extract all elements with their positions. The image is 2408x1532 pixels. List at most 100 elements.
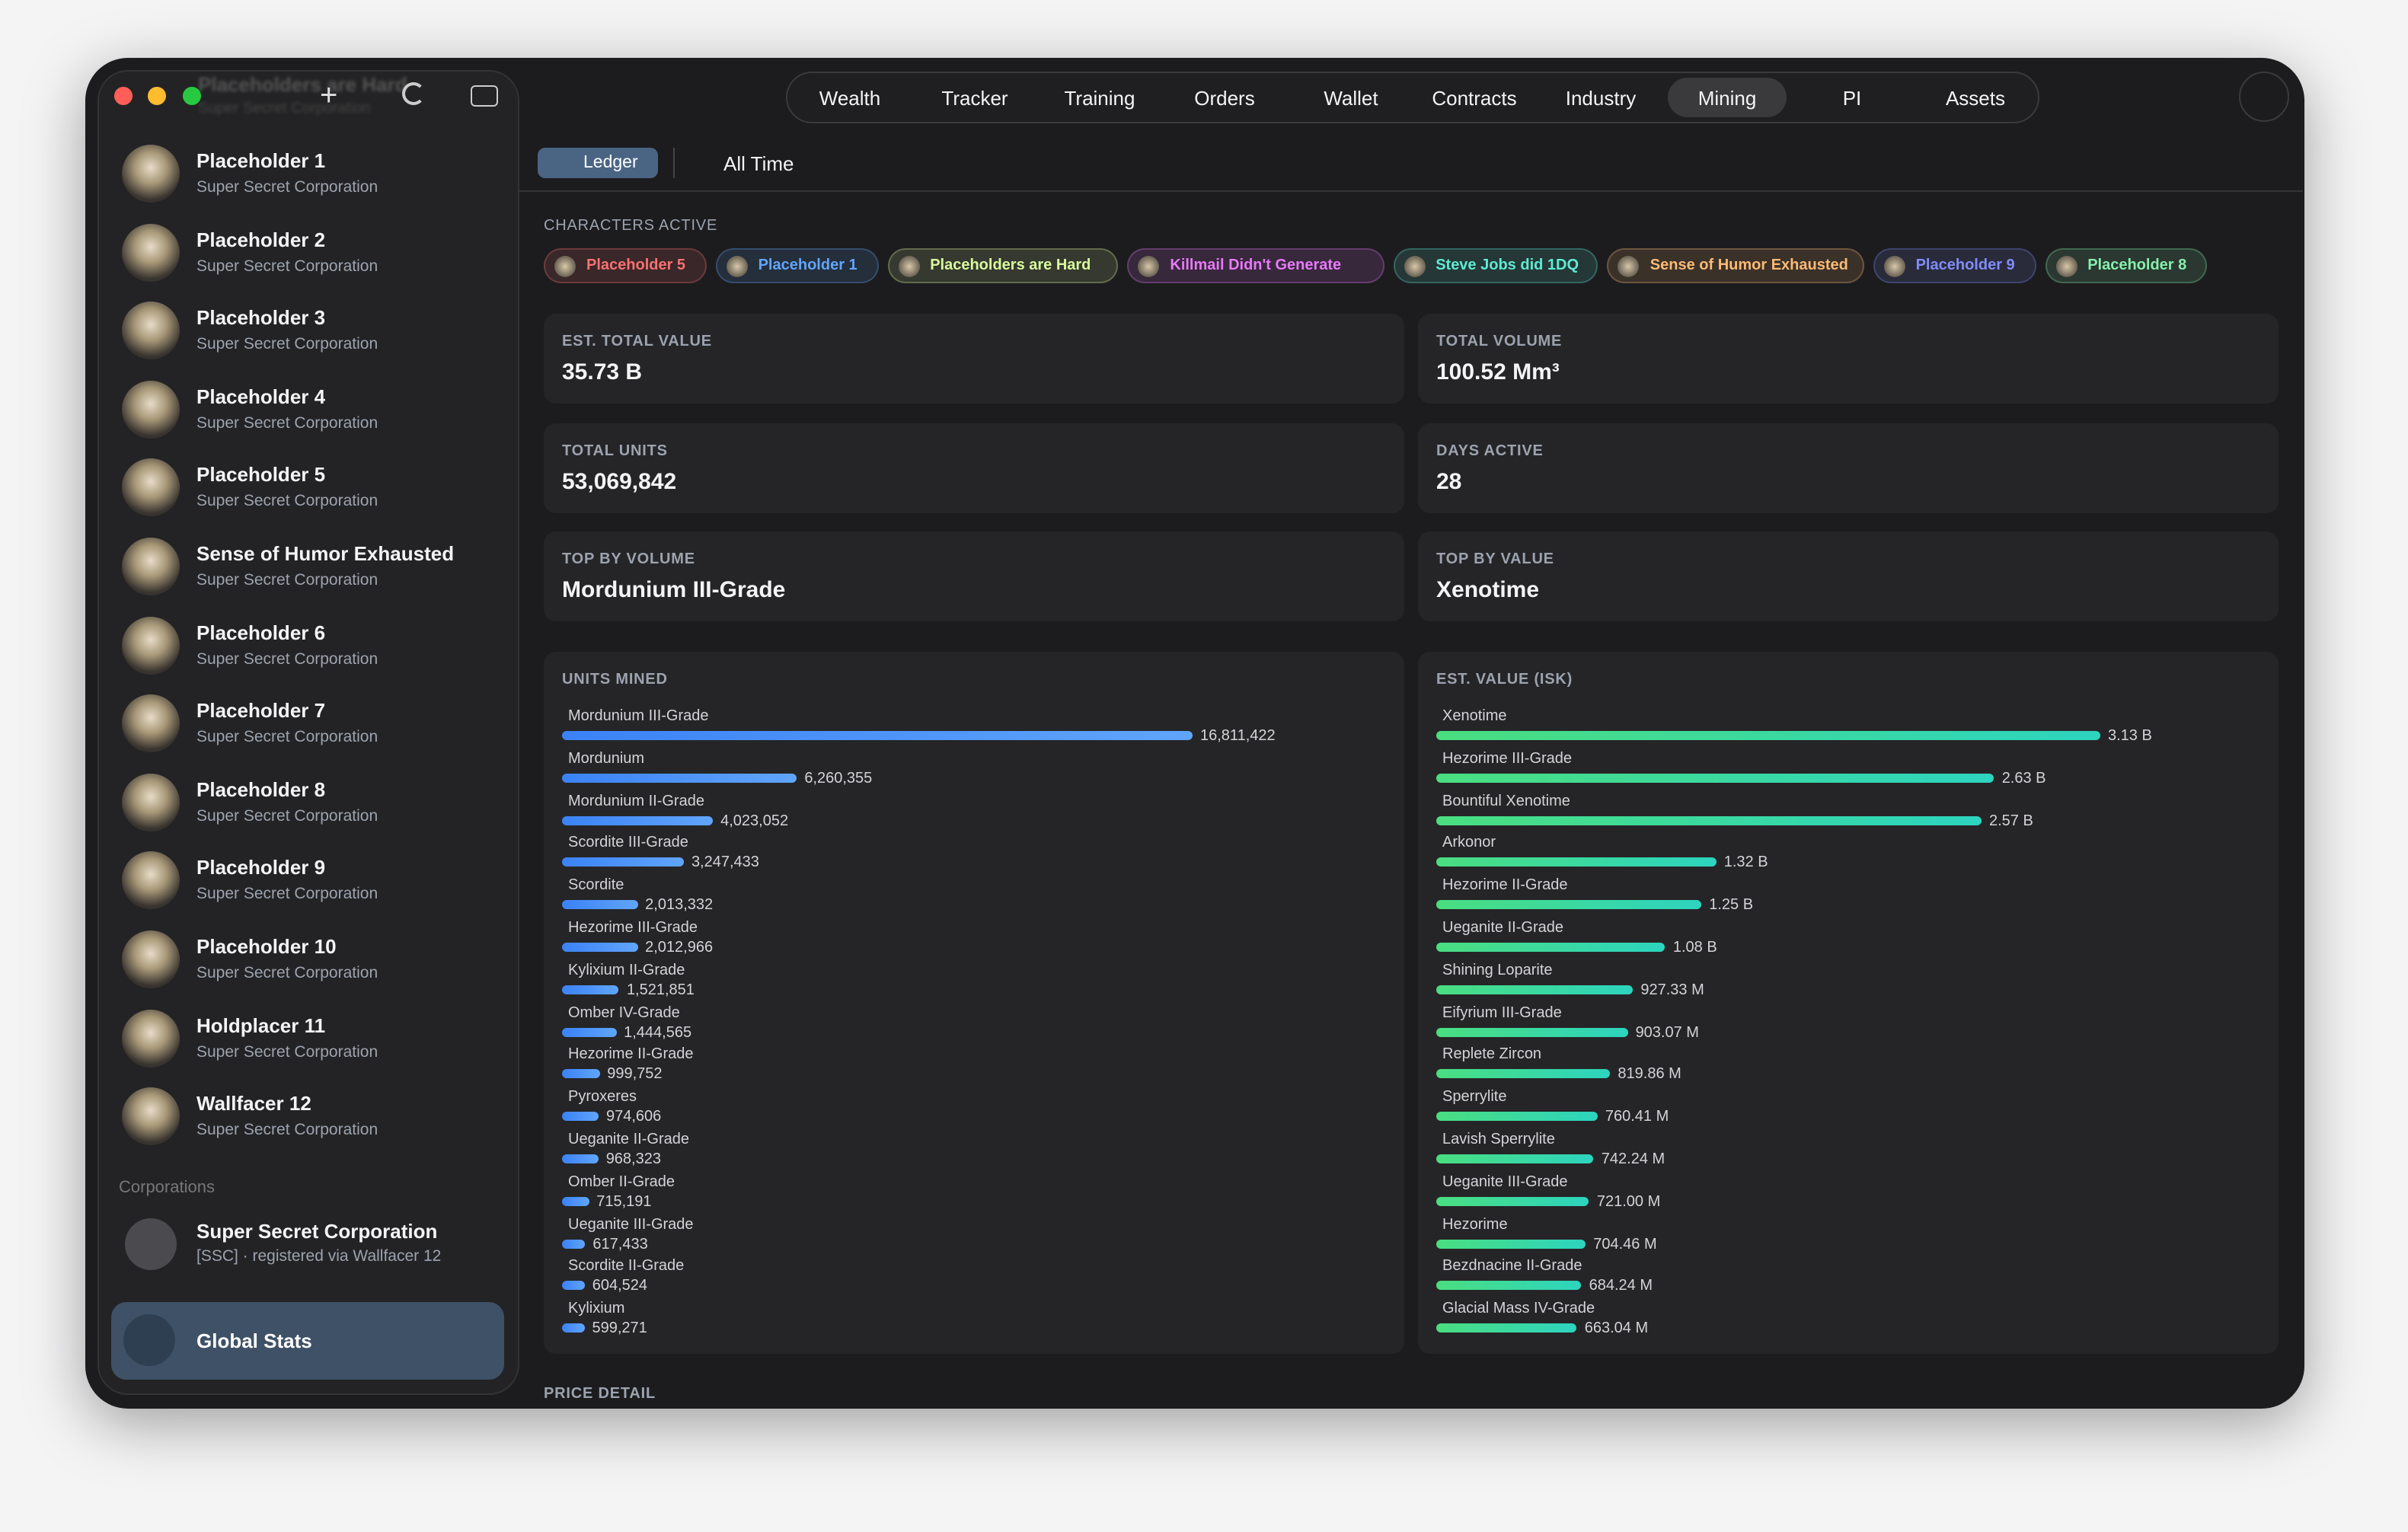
character-chip[interactable]: Placeholder 5 [544, 248, 707, 283]
bar [1436, 1323, 1577, 1333]
character-name[interactable]: Sense of Humor Exhausted [196, 542, 455, 565]
avatar [122, 223, 180, 282]
avatar [122, 302, 180, 360]
bar [1436, 1112, 1598, 1122]
bar-label: Hezorime III-Grade [568, 920, 698, 937]
nav-tab-label: Contracts [1432, 87, 1517, 110]
nav-tab[interactable]: Mining [1668, 78, 1787, 117]
character-name[interactable]: Placeholder 2 [196, 228, 326, 251]
corporations-heading: Corporations [119, 1179, 215, 1197]
stat-label: TOP BY VALUE [1436, 551, 1554, 568]
bar [1436, 1069, 1611, 1079]
bar [562, 943, 638, 952]
chart-title: UNITS MINED [562, 672, 668, 688]
stat-card: TOTAL VOLUME 100.52 Mm³ [1418, 314, 2279, 404]
character-chip[interactable]: Placeholder 1 [715, 248, 879, 283]
character-name[interactable]: Placeholder 9 [196, 856, 326, 879]
range-label[interactable]: All Time [723, 152, 794, 175]
nav-tab[interactable]: Orders [1165, 78, 1284, 117]
character-name[interactable]: Placeholder 10 [196, 935, 337, 958]
bar-label: Hezorime II-Grade [568, 1046, 694, 1064]
nav-tab[interactable]: Industry [1541, 78, 1660, 117]
bar-label: Arkonor [1442, 835, 1496, 852]
nav-tab[interactable]: PI [1793, 78, 1911, 117]
ledger-button[interactable]: Ledger [538, 148, 658, 178]
character-name[interactable]: Placeholder 4 [196, 385, 326, 408]
traffic-light[interactable] [183, 87, 201, 105]
bar-value: 721.00 M [1596, 1193, 1661, 1211]
stat-value: 100.52 Mm³ [1436, 359, 1560, 385]
traffic-light[interactable] [148, 87, 166, 105]
bar-value: 999,752 [607, 1066, 663, 1084]
character-name[interactable]: Wallfacer 12 [196, 1092, 311, 1115]
nav-tab[interactable]: Tracker [915, 78, 1034, 117]
nav-tab-label: Industry [1565, 87, 1637, 110]
bar-label: Scordite II-Grade [568, 1258, 685, 1275]
character-chip[interactable]: Steve Jobs did 1DQ [1393, 248, 1598, 283]
bar-value: 3,247,433 [691, 854, 759, 872]
bar-label: Pyroxeres [568, 1089, 637, 1106]
chip-avatar [898, 256, 920, 277]
nav-tab-label: Wealth [819, 87, 881, 110]
character-chip[interactable]: Placeholder 8 [2045, 248, 2208, 283]
nav-tab-label: Training [1064, 87, 1135, 110]
bar-label: Ueganite III-Grade [568, 1216, 694, 1234]
sidebar-toggle[interactable] [471, 85, 498, 107]
character-name[interactable]: Placeholder 1 [196, 149, 326, 172]
character-chip[interactable]: Sense of Humor Exhausted [1607, 248, 1864, 283]
bar-value: 1,521,851 [626, 981, 695, 999]
bar-label: Omber II-Grade [568, 1173, 675, 1191]
chart-panel: UNITS MINED Mordunium III-Grade 16,811,422… [544, 652, 1404, 1354]
stat-card: DAYS ACTIVE 28 [1418, 423, 2279, 513]
bar-label: Mordunium [568, 750, 645, 768]
toolbar-divider [673, 148, 675, 178]
character-name[interactable]: Placeholder 3 [196, 306, 326, 330]
global-stats-label: Global Stats [196, 1329, 312, 1352]
character-name[interactable]: Placeholder 5 [196, 463, 326, 487]
avatar [122, 145, 180, 203]
refresh-all[interactable] [2239, 72, 2289, 122]
stat-card: EST. TOTAL VALUE 35.73 B [544, 314, 1404, 404]
bar-value: 715,191 [596, 1193, 652, 1211]
nav-bar [786, 72, 2039, 123]
character-name[interactable]: Placeholder 8 [196, 777, 326, 801]
titlebar-name: Placeholders are Hard [198, 73, 407, 96]
nav-tab[interactable]: Wallet [1292, 78, 1410, 117]
bar-value: 2,012,966 [645, 940, 714, 956]
bar [1436, 1281, 1582, 1291]
character-corp: Super Secret Corporation [196, 1121, 378, 1140]
character-name[interactable]: Placeholder 6 [196, 621, 326, 644]
traffic-light[interactable] [114, 87, 133, 105]
chart-title: EST. VALUE (ISK) [1436, 672, 1573, 688]
character-chip[interactable]: Placeholder 9 [1873, 248, 2036, 283]
bar-label: Omber IV-Grade [568, 1004, 680, 1022]
avatar [122, 538, 180, 595]
global-stats-button[interactable]: Global Stats [111, 1302, 504, 1380]
bar [1436, 773, 1994, 783]
nav-tab[interactable]: Training [1040, 78, 1159, 117]
character-name[interactable]: Holdplacer 11 [196, 1013, 326, 1037]
bar [562, 1154, 599, 1163]
bar [562, 1069, 600, 1079]
corp-detail: [SSC] · registered via Wallfacer 12 [196, 1247, 442, 1265]
add-button[interactable]: + [320, 79, 338, 113]
character-chip[interactable]: Killmail Didn't Generate [1127, 248, 1384, 283]
corp-name[interactable]: Super Secret Corporation [196, 1220, 438, 1243]
nav-tab[interactable]: Assets [1916, 78, 2035, 117]
avatar [122, 773, 180, 831]
bar-value: 760.41 M [1605, 1109, 1669, 1126]
stat-card: TOP BY VALUE Xenotime [1418, 531, 2279, 621]
nav-tab[interactable]: Contracts [1415, 78, 1534, 117]
character-chip[interactable]: Placeholders are Hard [887, 248, 1119, 283]
refresh-button[interactable] [402, 82, 425, 105]
stat-value: 28 [1436, 469, 1462, 495]
bar-value: 16,811,422 [1200, 728, 1276, 745]
character-name[interactable]: Placeholder 7 [196, 699, 326, 723]
nav-tab[interactable]: Wealth [790, 78, 909, 117]
chip-avatar [554, 256, 576, 277]
bar-label: Ueganite III-Grade [1442, 1173, 1568, 1191]
chip-label: Steve Jobs did 1DQ [1436, 257, 1579, 274]
chip-label: Sense of Humor Exhausted [1650, 257, 1848, 274]
chip-avatar [1138, 256, 1160, 277]
